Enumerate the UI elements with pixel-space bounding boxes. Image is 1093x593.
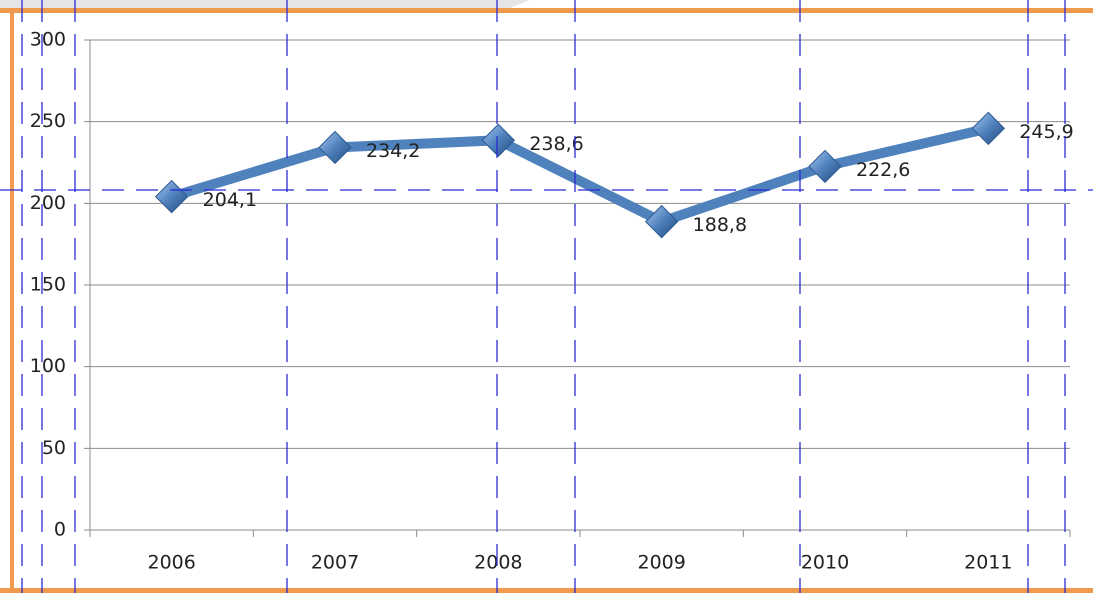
y-tick-label: 0 xyxy=(54,519,66,541)
left-border xyxy=(10,8,14,593)
x-tick-label: 2009 xyxy=(637,552,685,574)
x-tick-label: 2008 xyxy=(474,552,522,574)
y-tick-label: 300 xyxy=(30,29,66,51)
y-tick-label: 200 xyxy=(30,192,66,214)
marker xyxy=(644,204,679,239)
data-label: 245,9 xyxy=(1019,121,1073,143)
bottom-border xyxy=(0,588,1093,593)
x-tick-label: 2007 xyxy=(311,552,359,574)
x-tick-label: 2010 xyxy=(801,552,849,574)
data-label: 222,6 xyxy=(856,159,910,181)
y-tick-label: 50 xyxy=(42,437,66,459)
y-tick-label: 100 xyxy=(30,355,66,377)
y-tick-label: 250 xyxy=(30,110,66,132)
x-tick-label: 2011 xyxy=(964,552,1012,574)
marker xyxy=(971,111,1006,146)
marker xyxy=(481,123,516,157)
data-label: 188,8 xyxy=(693,214,747,236)
marker xyxy=(154,179,189,214)
top-border xyxy=(0,8,1093,13)
marker xyxy=(318,130,352,165)
marker xyxy=(808,149,842,184)
data-label: 238,6 xyxy=(529,133,583,155)
plot-area: 0 50 100 150 200 250 300 2006 2007 2008 2009 2010 20… xyxy=(30,29,1074,574)
data-label: 204,1 xyxy=(203,189,257,211)
x-tick-label: 2006 xyxy=(147,552,195,574)
line xyxy=(170,123,990,227)
y-tick-label: 150 xyxy=(30,274,66,296)
data-label: 234,2 xyxy=(366,140,420,162)
